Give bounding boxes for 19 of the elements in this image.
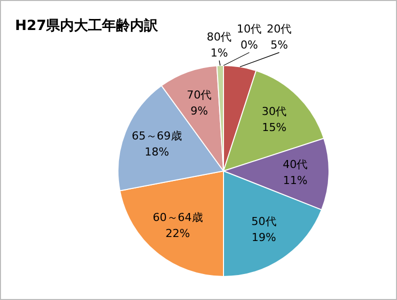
data-label: 9% <box>190 104 208 118</box>
text: 0% <box>240 38 258 52</box>
data-label: 18% <box>144 145 170 158</box>
slice-label: 50代 <box>251 215 276 228</box>
category-label: 10代 <box>236 22 262 36</box>
data-label: 1% <box>210 46 228 60</box>
data-label: 11% <box>282 174 308 188</box>
slice-label: 65～69歳 <box>132 129 182 142</box>
slice-label: 80代 <box>206 30 232 44</box>
slice-label: 70代 <box>186 88 212 102</box>
slice-label: 60～64歳 <box>152 211 203 224</box>
data-label: 22% <box>166 227 190 240</box>
slice-label: 20代 <box>266 22 292 36</box>
data-label: 5% <box>270 38 288 52</box>
slice-label: 40代 <box>282 158 308 172</box>
data-label: 19% <box>252 231 276 244</box>
chart-title: H27県内大工年齢内訳 <box>15 17 158 35</box>
slice-label: 30代 <box>262 105 287 118</box>
data-label: 15% <box>262 121 286 134</box>
